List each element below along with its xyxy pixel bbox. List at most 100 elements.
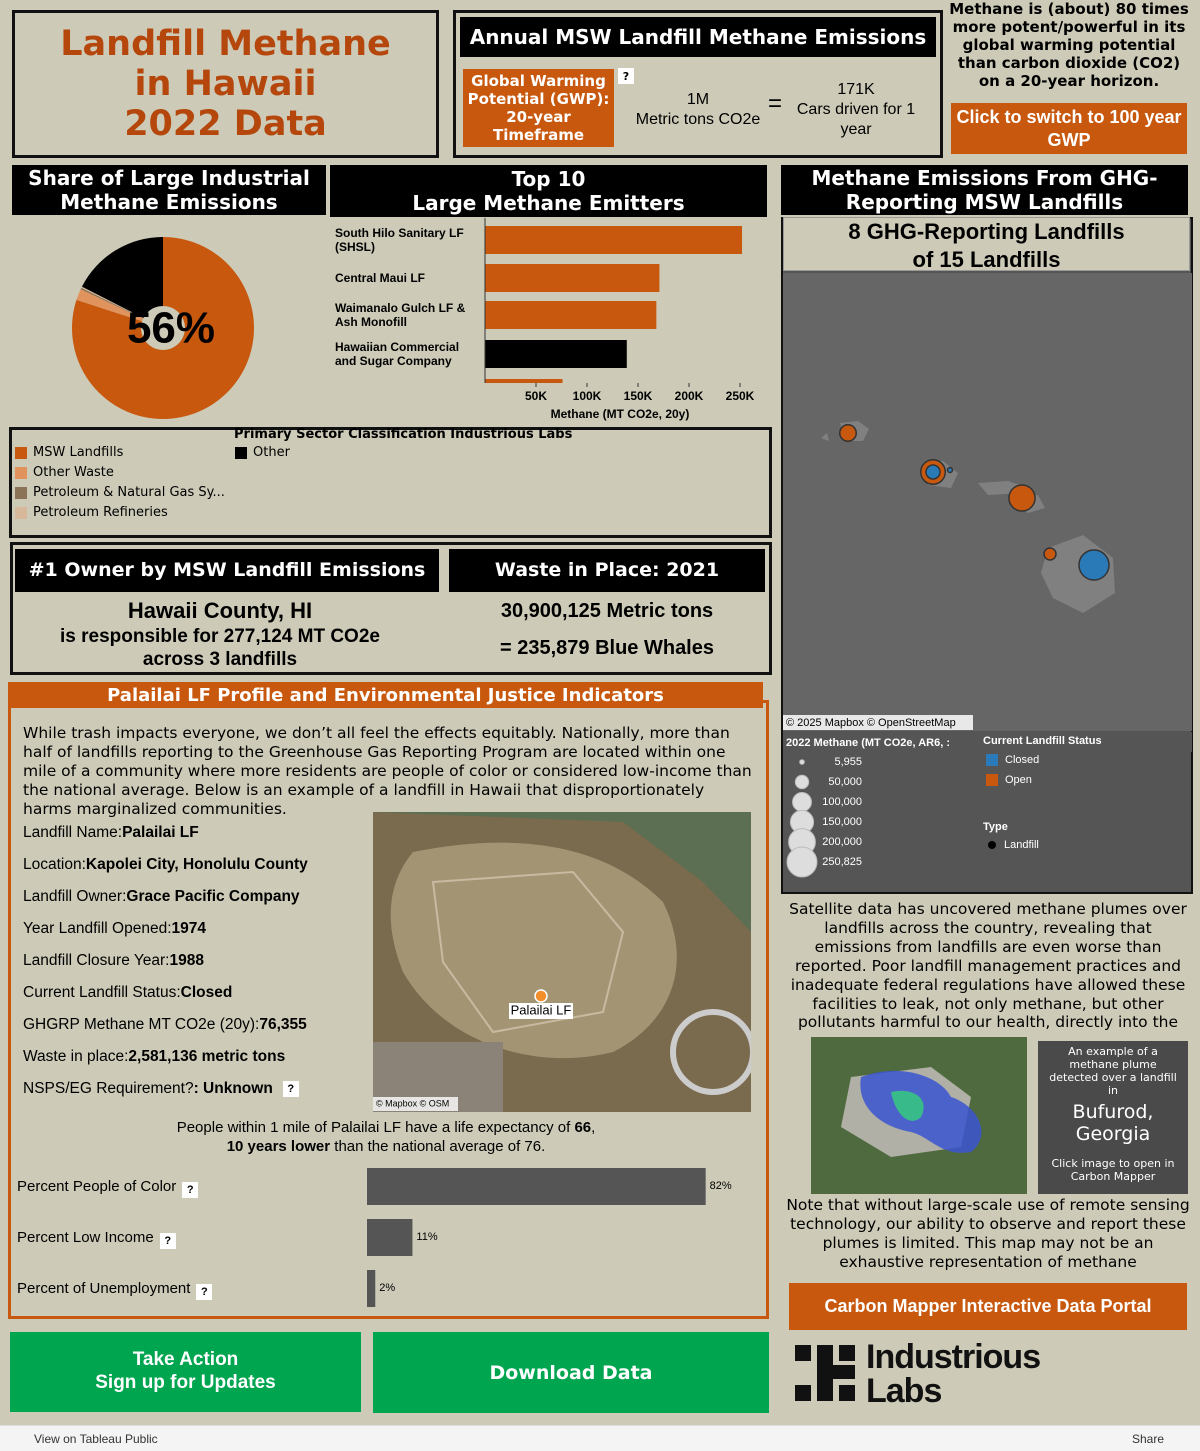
category-text: Percent Low Income bbox=[17, 1228, 154, 1246]
bar[interactable] bbox=[367, 1219, 413, 1256]
footer-share[interactable]: Share bbox=[1132, 1432, 1165, 1446]
bar[interactable] bbox=[367, 1270, 376, 1307]
help-icon[interactable]: ? bbox=[618, 68, 634, 84]
x-tick-label: 250K bbox=[726, 389, 755, 403]
emissions-unit: Metric tons CO2e bbox=[635, 111, 761, 128]
map: © 2025 Mapbox © OpenStreetMap bbox=[783, 273, 1192, 731]
landfill-point[interactable] bbox=[925, 464, 941, 480]
image-attribution: © Mapbox © OSM bbox=[376, 1098, 449, 1108]
pie-slice[interactable] bbox=[76, 289, 163, 328]
size-swatch bbox=[786, 846, 818, 878]
image-veg bbox=[373, 812, 751, 932]
waste-text: 30,900,125 Metric tons = 235,879 Blue Wh… bbox=[449, 600, 765, 660]
value-label: 11% bbox=[416, 1231, 437, 1243]
plume-image[interactable] bbox=[811, 1037, 1027, 1194]
legend-item[interactable]: Other Waste bbox=[15, 465, 114, 480]
download-button[interactable]: Download Data bbox=[373, 1332, 769, 1413]
indicators: 82% 11% 2% Percent People of Color? Percent … bbox=[10, 1160, 765, 1315]
life-expectancy: People within 1 mile of Palailai LF have… bbox=[150, 1118, 622, 1156]
field-label: GHGRP Methane MT CO2e (20y): bbox=[23, 1016, 260, 1033]
bar-chart: 50K 100K 150K 200K 250K Methane (MT CO2e, 20y… bbox=[484, 218, 755, 421]
label-bg bbox=[509, 1003, 573, 1019]
landfill-point[interactable] bbox=[946, 466, 954, 474]
size-swatch bbox=[792, 792, 812, 812]
x-tick-label: 100K bbox=[573, 389, 602, 403]
field-value: Grace Pacific Company bbox=[126, 888, 300, 905]
bar[interactable] bbox=[367, 1168, 706, 1205]
legend-title: Primary Sector Classification Industriou… bbox=[234, 427, 573, 442]
plumes-intro: Satellite data has uncovered methane plu… bbox=[789, 900, 1187, 1031]
owner-line: is responsible for 277,124 MT CO2e bbox=[60, 625, 380, 647]
logo-text: Industrious Labs bbox=[866, 1338, 1041, 1408]
pie-hole bbox=[141, 306, 185, 350]
cars: 171K Cars driven for 1 year bbox=[790, 80, 922, 140]
field-label: Landfill Closure Year: bbox=[23, 952, 170, 969]
legend-item[interactable]: Petroleum & Natural Gas Sy... bbox=[15, 485, 225, 500]
le-text: , bbox=[591, 1119, 596, 1136]
bar[interactable] bbox=[485, 226, 743, 254]
bar[interactable] bbox=[485, 379, 563, 407]
x-tick-label: 50K bbox=[525, 389, 547, 403]
logo-line: Industrious bbox=[866, 1338, 1041, 1376]
y-tick-label: Waimanalo Gulch LF & Ash Monofill bbox=[335, 300, 466, 329]
field: Year Landfill Opened: 1974 bbox=[23, 920, 206, 938]
bar-chart-wrap: 50K 100K 150K 200K 250K Methane (MT CO2e, 20y… bbox=[330, 218, 770, 428]
status-legend-title: Current Landfill Status bbox=[983, 735, 1102, 747]
size-label: 200,000 bbox=[822, 836, 862, 848]
plume-click: Click image to open in Carbon Mapper bbox=[1051, 1157, 1175, 1183]
profile-intro: While trash impacts everyone, we don’t a… bbox=[23, 724, 752, 818]
help-icon[interactable]: ? bbox=[159, 1233, 176, 1249]
legend-swatch bbox=[15, 486, 27, 499]
plume-location: Bufurod, Georgia bbox=[1072, 1101, 1154, 1145]
help-icon[interactable]: ? bbox=[182, 1182, 199, 1198]
bar[interactable] bbox=[485, 340, 627, 368]
landfill-point[interactable] bbox=[838, 423, 858, 443]
landfill-point[interactable] bbox=[1043, 547, 1057, 561]
pie-slice[interactable] bbox=[81, 237, 163, 328]
legend-swatch bbox=[15, 506, 27, 519]
gwp-button[interactable]: Click to switch to 100 year GWP bbox=[951, 103, 1187, 154]
cars-label: Cars driven for 1 year bbox=[796, 101, 916, 138]
legend: Primary Sector Classification Industriou… bbox=[9, 427, 772, 538]
landfill-marker[interactable] bbox=[534, 989, 548, 1003]
status-label[interactable]: Open bbox=[1005, 774, 1032, 786]
map-title: Methane Emissions From GHG-Reporting MSW… bbox=[781, 165, 1188, 215]
field-label: NSPS/EG Requirement? bbox=[23, 1080, 194, 1097]
pie-slice[interactable] bbox=[80, 287, 163, 328]
attr-bg bbox=[373, 1097, 458, 1111]
owner-box bbox=[10, 542, 772, 675]
footer-view[interactable]: View on Tableau Public bbox=[34, 1432, 158, 1446]
pie-chart: 56% bbox=[72, 237, 255, 419]
field-value: 1974 bbox=[171, 920, 206, 937]
bar[interactable] bbox=[485, 301, 657, 329]
le-age: 66 bbox=[574, 1119, 592, 1136]
take-action-button[interactable]: Take Action Sign up for Updates bbox=[10, 1332, 361, 1412]
emissions: 1M Metric tons CO2e bbox=[628, 90, 768, 130]
landfill-point[interactable] bbox=[1078, 549, 1110, 581]
field-label: Current Landfill Status: bbox=[23, 984, 181, 1001]
gwp-note: Methane is (about) 80 times more potent/… bbox=[949, 0, 1189, 90]
help-icon[interactable]: ? bbox=[282, 1081, 299, 1097]
size-label: 150,000 bbox=[822, 816, 862, 828]
field: GHGRP Methane MT CO2e (20y): 76,355 bbox=[23, 1016, 307, 1034]
help-icon[interactable]: ? bbox=[196, 1284, 213, 1300]
carbon-mapper-button[interactable]: Carbon Mapper Interactive Data Portal bbox=[789, 1283, 1187, 1330]
legend-item[interactable]: MSW Landfills bbox=[15, 445, 123, 460]
legend-item[interactable]: Petroleum Refineries bbox=[15, 505, 168, 520]
status-label[interactable]: Closed bbox=[1005, 754, 1039, 766]
plume-caption[interactable]: An example of a methane plume detected o… bbox=[1038, 1041, 1188, 1194]
type-legend-item[interactable]: Landfill bbox=[1004, 839, 1039, 851]
pie-slice[interactable] bbox=[81, 286, 163, 328]
size-label: 250,825 bbox=[822, 856, 862, 868]
landfill-point[interactable] bbox=[1008, 484, 1036, 512]
map-attribution: © 2025 Mapbox © OpenStreetMap bbox=[786, 717, 956, 729]
category-label: Percent of Unemployment? bbox=[17, 1276, 213, 1300]
legend-item[interactable]: Other bbox=[235, 445, 290, 460]
size-swatch bbox=[794, 774, 810, 790]
legend-swatch bbox=[15, 466, 27, 479]
image-roundabout bbox=[670, 1009, 751, 1095]
equals: = bbox=[768, 90, 783, 117]
field-value: 1988 bbox=[169, 952, 204, 969]
bar[interactable] bbox=[485, 264, 660, 292]
